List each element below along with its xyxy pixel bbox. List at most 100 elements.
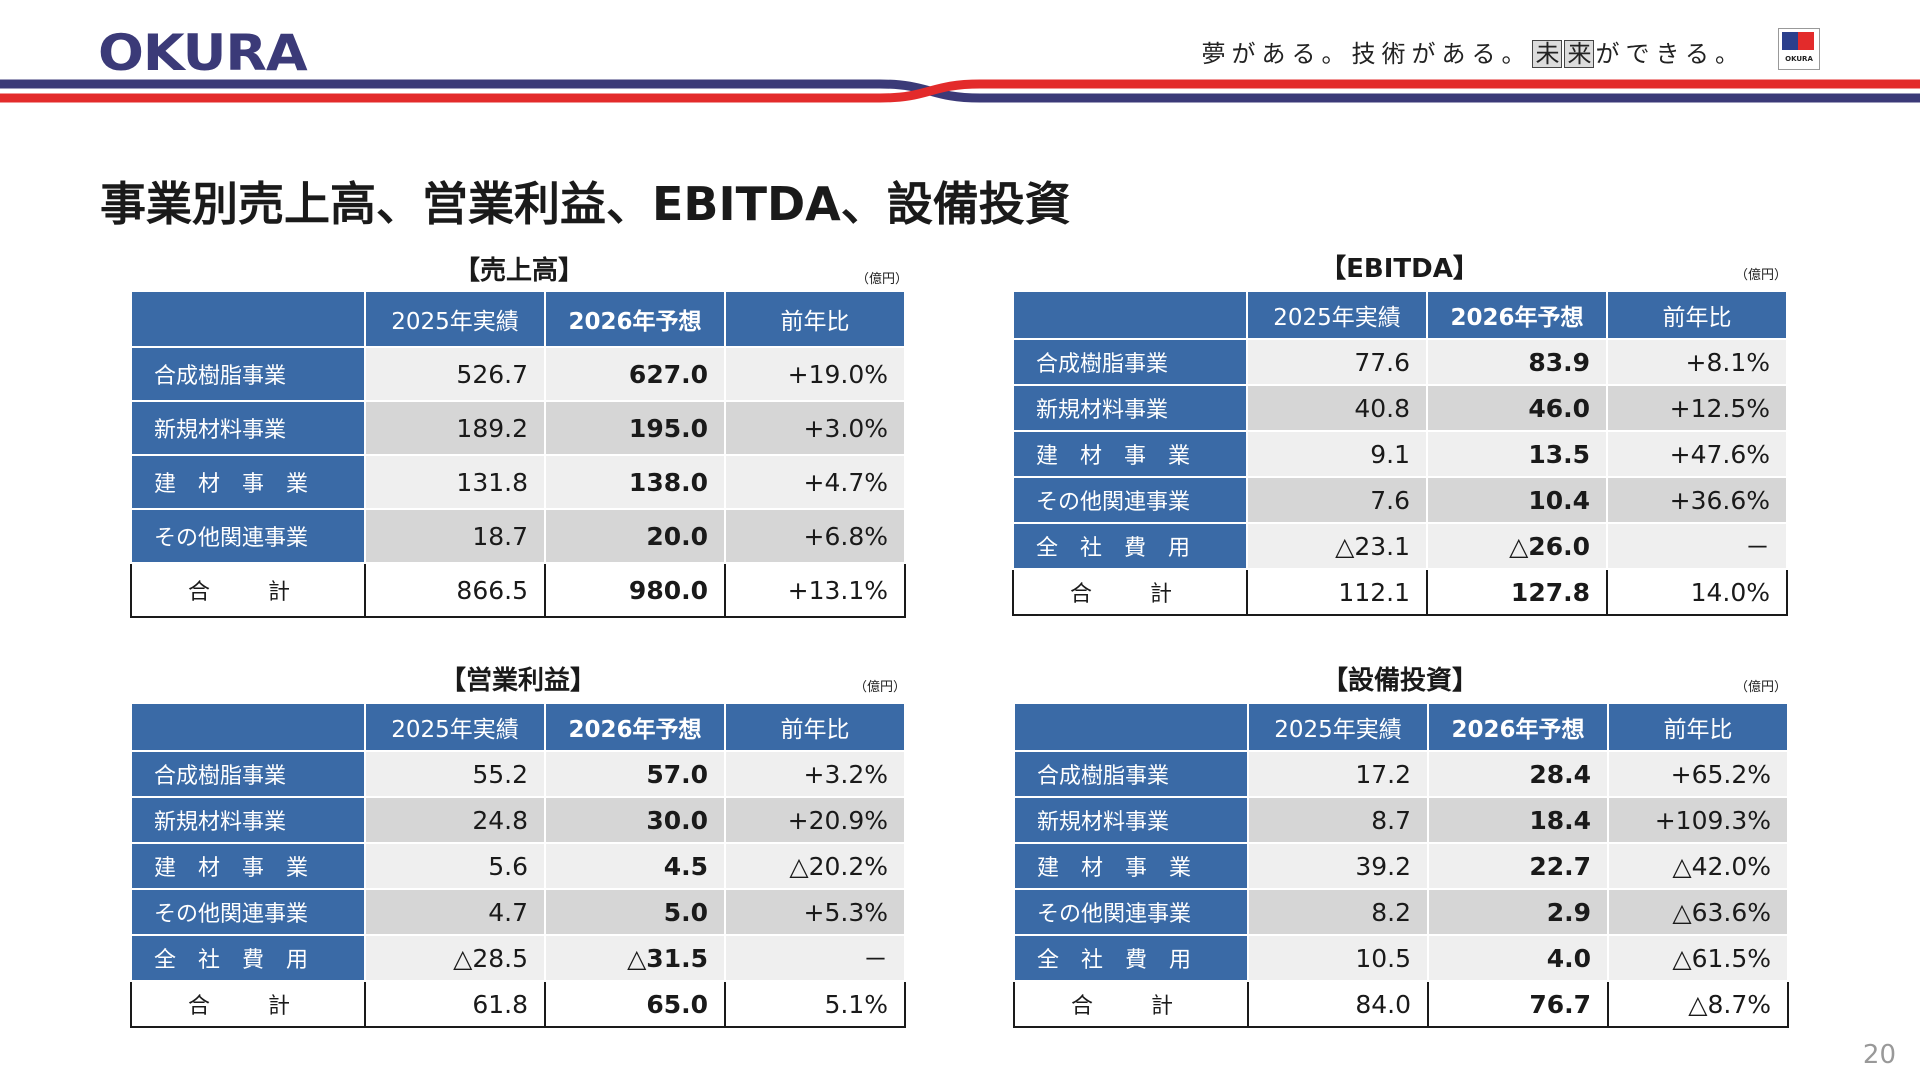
value-2025: 112.1 bbox=[1246, 568, 1428, 616]
page-title: 事業別売上高、営業利益、EBITDA、設備投資 bbox=[100, 177, 1071, 231]
column-header: 前年比 bbox=[1606, 290, 1788, 340]
yoy-change: +12.5% bbox=[1606, 384, 1788, 432]
op-profit-unit: （億円） bbox=[853, 680, 906, 695]
value-2025: 5.6 bbox=[364, 842, 546, 890]
value-2026: 2.9 bbox=[1427, 888, 1609, 936]
emblem-text: OKURA bbox=[1785, 55, 1813, 63]
table-row: 建 材 事 業 39.2 22.7 △42.0% bbox=[1013, 842, 1789, 890]
row-label: 合 計 bbox=[130, 980, 366, 1028]
total-row: 合 計 866.5 980.0 +13.1% bbox=[130, 562, 906, 618]
row-label: 合 計 bbox=[1013, 980, 1249, 1028]
value-2026: 627.0 bbox=[544, 346, 726, 402]
row-label: その他関連事業 bbox=[130, 888, 366, 936]
table-row: 建 材 事 業 131.8 138.0 +4.7% bbox=[130, 454, 906, 510]
header-blank-cell bbox=[1012, 290, 1248, 340]
row-label: 合成樹脂事業 bbox=[1012, 338, 1248, 386]
value-2025: 84.0 bbox=[1247, 980, 1429, 1028]
value-2025: 526.7 bbox=[364, 346, 546, 402]
table-row: 合成樹脂事業 77.6 83.9 +8.1% bbox=[1012, 338, 1788, 386]
header-blank-cell bbox=[1013, 702, 1249, 752]
yoy-change: △20.2% bbox=[724, 842, 906, 890]
row-label: 建 材 事 業 bbox=[1012, 430, 1248, 478]
column-header: 2026年予想 bbox=[544, 290, 726, 348]
column-header: 2026年予想 bbox=[1426, 290, 1608, 340]
value-2026: 980.0 bbox=[544, 562, 726, 618]
column-header: 前年比 bbox=[724, 702, 906, 752]
row-label: 合成樹脂事業 bbox=[130, 346, 366, 402]
yoy-change: +47.6% bbox=[1606, 430, 1788, 478]
row-label: 新規材料事業 bbox=[130, 400, 366, 456]
row-label: 建 材 事 業 bbox=[1013, 842, 1249, 890]
table-row: その他関連事業 8.2 2.9 △63.6% bbox=[1013, 888, 1789, 936]
value-2025: 9.1 bbox=[1246, 430, 1428, 478]
row-label: 全 社 費 用 bbox=[130, 934, 366, 982]
value-2026: 83.9 bbox=[1426, 338, 1608, 386]
row-label: 建 材 事 業 bbox=[130, 454, 366, 510]
value-2025: 18.7 bbox=[364, 508, 546, 564]
column-header: 前年比 bbox=[1607, 702, 1789, 752]
value-2025: 8.7 bbox=[1247, 796, 1429, 844]
yoy-change: +19.0% bbox=[724, 346, 906, 402]
header-row: 2025年実績 2026年予想 前年比 bbox=[1012, 290, 1788, 340]
ebitda-title: 【EBITDA】 bbox=[1320, 254, 1479, 284]
value-2026: 5.0 bbox=[544, 888, 726, 936]
value-2026: 18.4 bbox=[1427, 796, 1609, 844]
column-header: 2025年実績 bbox=[1246, 290, 1428, 340]
value-2026: 10.4 bbox=[1426, 476, 1608, 524]
header-stripes bbox=[0, 79, 1920, 103]
value-2025: 866.5 bbox=[364, 562, 546, 618]
yoy-change: △42.0% bbox=[1607, 842, 1789, 890]
value-2026: 127.8 bbox=[1426, 568, 1608, 616]
yoy-change: +36.6% bbox=[1606, 476, 1788, 524]
value-2026: 138.0 bbox=[544, 454, 726, 510]
row-label: その他関連事業 bbox=[1013, 888, 1249, 936]
capex-block: 【設備投資】 （億円） 2025年実績 2026年予想 前年比 合成樹脂事業 17.2 2… bbox=[1013, 660, 1789, 1030]
brand-emblem-icon: OKURA bbox=[1778, 28, 1820, 70]
row-label: 新規材料事業 bbox=[1012, 384, 1248, 432]
slogan-box-2: 来 bbox=[1564, 40, 1595, 68]
value-2026: 20.0 bbox=[544, 508, 726, 564]
yoy-change: +13.1% bbox=[724, 562, 906, 618]
header-row: 2025年実績 2026年予想 前年比 bbox=[1013, 702, 1789, 752]
okura-logo: OKURA bbox=[98, 24, 308, 82]
column-header: 2026年予想 bbox=[544, 702, 726, 752]
yoy-change: +109.3% bbox=[1607, 796, 1789, 844]
value-2026: 76.7 bbox=[1427, 980, 1609, 1028]
table-row: その他関連事業 4.7 5.0 +5.3% bbox=[130, 888, 906, 936]
yoy-change: +3.2% bbox=[724, 750, 906, 798]
sales-block: 【売上高】 （億円） 2025年実績 2026年予想 前年比 合成樹脂事業 526.7 6… bbox=[130, 250, 908, 620]
row-label: 合成樹脂事業 bbox=[130, 750, 366, 798]
yoy-change: － bbox=[1606, 522, 1788, 570]
slogan-box-1: 未 bbox=[1532, 40, 1563, 68]
ebitda-unit: （億円） bbox=[1734, 268, 1787, 283]
row-label: 新規材料事業 bbox=[130, 796, 366, 844]
op-profit-table: 2025年実績 2026年予想 前年比 合成樹脂事業 55.2 57.0 +3.2% 新規材料… bbox=[130, 702, 906, 1028]
header-row: 2025年実績 2026年予想 前年比 bbox=[130, 702, 906, 752]
table-row: 建 材 事 業 9.1 13.5 +47.6% bbox=[1012, 430, 1788, 478]
column-header: 前年比 bbox=[724, 290, 906, 348]
ebitda-table: 2025年実績 2026年予想 前年比 合成樹脂事業 77.6 83.9 +8.1% 新規材料… bbox=[1012, 290, 1788, 616]
value-2025: 40.8 bbox=[1246, 384, 1428, 432]
table-row: その他関連事業 18.7 20.0 +6.8% bbox=[130, 508, 906, 564]
value-2026: 4.0 bbox=[1427, 934, 1609, 982]
table-row: 全 社 費 用 △23.1 △26.0 － bbox=[1012, 522, 1788, 570]
value-2026: 22.7 bbox=[1427, 842, 1609, 890]
table-row: 全 社 費 用 △28.5 △31.5 － bbox=[130, 934, 906, 982]
row-label: その他関連事業 bbox=[130, 508, 366, 564]
value-2026: 28.4 bbox=[1427, 750, 1609, 798]
yoy-change: +8.1% bbox=[1606, 338, 1788, 386]
value-2025: 4.7 bbox=[364, 888, 546, 936]
op-profit-block: 【営業利益】 （億円） 2025年実績 2026年予想 前年比 合成樹脂事業 55.2 5… bbox=[130, 660, 906, 1030]
row-label: 全 社 費 用 bbox=[1012, 522, 1248, 570]
total-row: 合 計 84.0 76.7 △8.7% bbox=[1013, 980, 1789, 1028]
value-2025: △28.5 bbox=[364, 934, 546, 982]
yoy-change: 5.1% bbox=[724, 980, 906, 1028]
row-label: 建 材 事 業 bbox=[130, 842, 366, 890]
row-label: その他関連事業 bbox=[1012, 476, 1248, 524]
value-2026: 30.0 bbox=[544, 796, 726, 844]
yoy-change: +3.0% bbox=[724, 400, 906, 456]
value-2025: 17.2 bbox=[1247, 750, 1429, 798]
op-profit-title: 【営業利益】 bbox=[439, 666, 596, 696]
column-header: 2025年実績 bbox=[364, 702, 546, 752]
yoy-change: － bbox=[724, 934, 906, 982]
